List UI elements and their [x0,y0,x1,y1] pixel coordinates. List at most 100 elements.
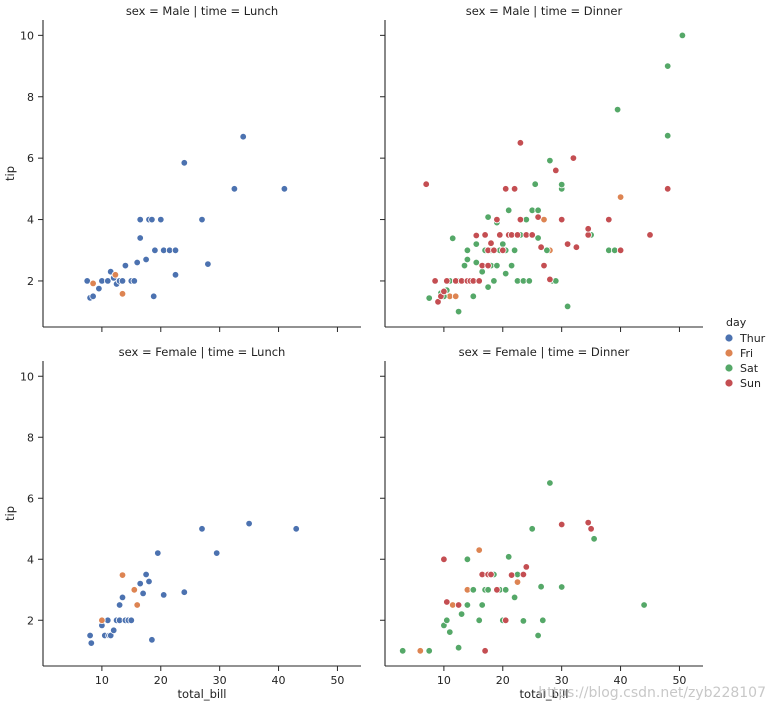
scatter-point-sun [490,246,498,254]
x-axis-label: total_bill [520,687,569,701]
scatter-point-sat [472,240,480,248]
scatter-point-sat [490,277,498,285]
scatter-point-thur [212,549,221,557]
x-tick-label: 30 [213,674,227,687]
scatter-point-sun [484,261,492,270]
scatter-point-thur [157,215,165,224]
scatter-point-fri [111,271,120,279]
scatter-point-thur [87,639,95,647]
y-tick-label: 6 [27,492,34,505]
scatter-point-thur [145,577,153,586]
scatter-point-thur [109,626,118,634]
scatter-point-sun [540,261,548,270]
scatter-point-thur [89,292,97,300]
scatter-point-sat [519,617,528,625]
scatter-point-thur [115,601,124,609]
y-axis-label: tip [3,166,17,181]
scatter-point-sun [454,601,463,609]
scatter-point-sat [525,277,533,285]
scatter-point-sat [613,105,622,114]
scatter-point-sun [422,180,430,188]
facet-title: sex = Male | time = Lunch [126,4,278,18]
scatter-point-sun [496,231,504,239]
scatter-point-fri [89,279,97,288]
scatter-point-sat [558,583,566,591]
scatter-point-sat [478,601,486,609]
facet-title: sex = Female | time = Dinner [459,345,630,359]
x-tick-label: 50 [672,674,686,687]
scatter-point-thur [245,519,253,528]
scatter-point-sun [443,598,451,606]
scatter-point-thur [136,579,144,588]
scatter-point-sun [646,231,654,239]
legend-label-thur: Thur [739,332,766,345]
scatter-point-thur [95,284,103,293]
y-tick-label: 4 [27,214,34,227]
scatter-point-sun [616,246,625,254]
scatter-point-thur [280,185,289,193]
scatter-point-sat [546,479,554,487]
scatter-point-sat [543,246,551,254]
scatter-point-sat [558,180,566,189]
scatter-point-thur [171,271,180,279]
y-tick-label: 10 [20,29,34,42]
scatter-point-sun [507,571,516,579]
scatter-point-sun [513,231,522,239]
scatter-point-sun [481,231,489,239]
scatter-point-thur [148,636,156,644]
scatter-point-sat [472,258,480,267]
scatter-point-thur [204,260,212,268]
x-axis-label: total_bill [178,687,227,701]
scatter-point-sun [519,570,528,579]
scatter-point-sat [425,647,433,655]
scatter-point-sat [510,593,519,602]
scatter-point-thur [86,631,94,640]
scatter-point-sun [528,231,536,239]
legend-marker-sat [724,363,734,373]
scatter-point-sat [539,616,547,624]
scatter-point-fri [513,578,522,586]
scatter-point-sun [558,215,566,224]
scatter-point-sat [507,261,516,270]
scatter-point-thur [159,591,168,599]
scatter-point-sat [499,240,507,248]
scatter-point-sat [475,616,483,624]
scatter-point-sat [484,213,492,221]
facet-title: sex = Male | time = Dinner [466,4,623,18]
scatter-point-fri [475,546,483,554]
scatter-point-thur [142,255,150,264]
scatter-point-fri [118,571,127,579]
scatter-point-sat [537,583,545,591]
scatter-point-sun [475,277,483,285]
y-tick-label: 8 [27,91,34,104]
scatter-point-thur [121,261,130,270]
scatter-point-thur [136,215,144,224]
scatter-point-sun [552,166,560,175]
scatter-point-sun [572,243,581,251]
scatter-point-sat [640,601,648,609]
scatter-point-sat [463,555,472,563]
scatter-point-thur [154,549,162,557]
scatter-point-sat [454,644,463,652]
watermark-text: https://blog.csdn.net/zyb228107 [538,685,766,701]
facet-panel: sex = Female | time = Lunch 2 4 6 8 10 10 20 30 4… [3,345,361,701]
scatter-point-sat [546,156,554,165]
scatter-point-thur [139,589,147,598]
scatter-point-sat [484,283,492,291]
scatter-point-sun [584,225,592,233]
scatter-point-sat [502,586,510,594]
scatter-point-sat [678,31,687,40]
scatter-point-sat [563,302,572,311]
x-tick-label: 10 [95,674,109,687]
scatter-point-sun [522,563,530,571]
scatter-point-sat [502,269,510,278]
scatter-point-thur [149,292,158,300]
scatter-point-sun [546,275,554,284]
scatter-point-sat [534,206,542,214]
scatter-point-thur [198,215,206,224]
scatter-point-thur [142,570,150,579]
legend-marker-fri [724,348,734,358]
scatter-point-sun [499,246,507,254]
legend-label-sat: Sat [740,362,759,375]
